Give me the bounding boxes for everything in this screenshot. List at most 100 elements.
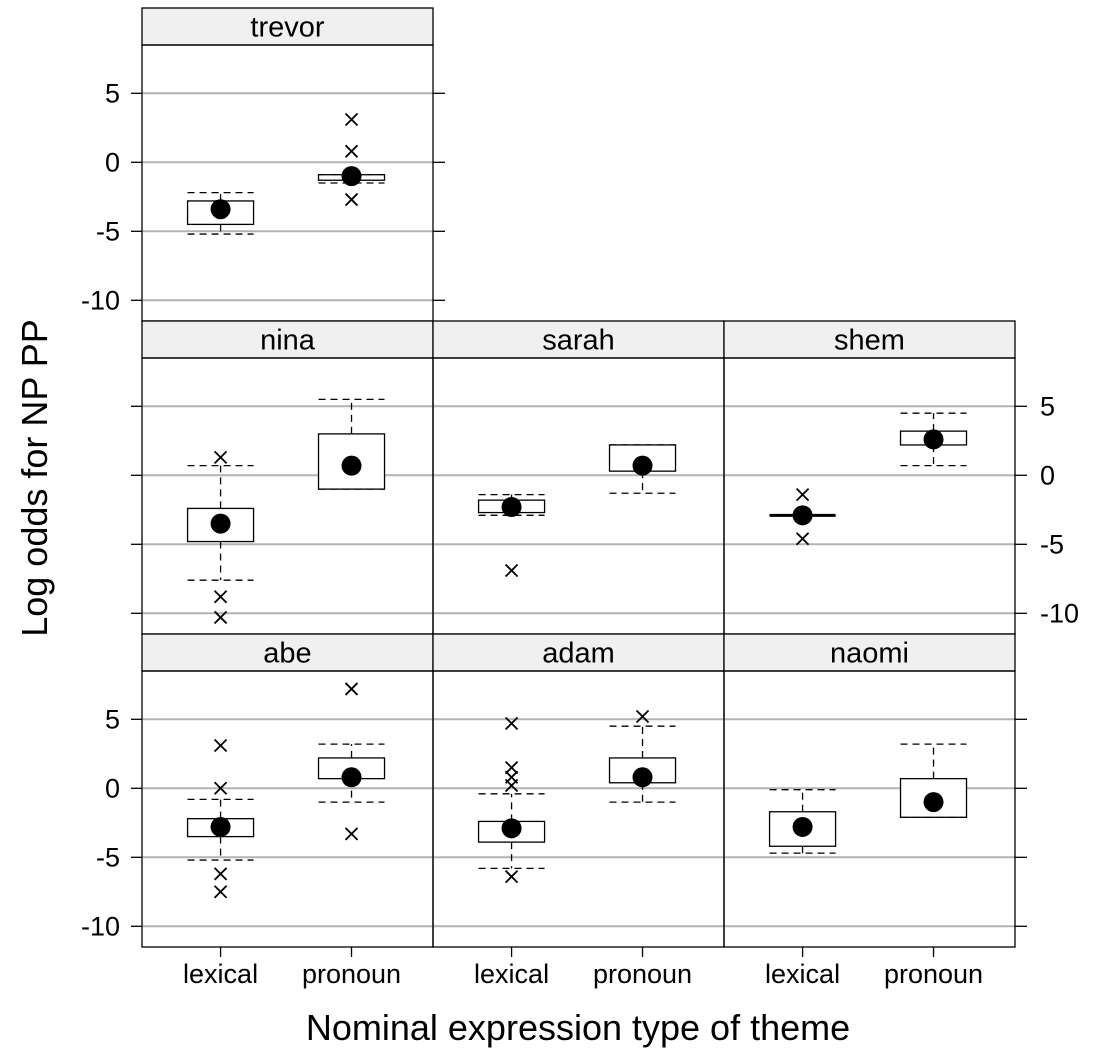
median-dot bbox=[632, 767, 653, 788]
median-dot bbox=[210, 816, 231, 837]
y-tick-label: -5 bbox=[1040, 529, 1064, 559]
x-tick-label: pronoun bbox=[884, 959, 983, 989]
y-ticks-only-row-1-left bbox=[131, 405, 142, 614]
y-tick-label: 5 bbox=[105, 78, 120, 108]
median-dot bbox=[341, 166, 362, 187]
panel-title: adam bbox=[542, 638, 615, 670]
box-pronoun bbox=[317, 398, 386, 490]
panel-shem: shem bbox=[723, 320, 1016, 635]
outlier-point bbox=[344, 682, 359, 696]
panel-title: naomi bbox=[830, 638, 909, 670]
outlier-point bbox=[344, 827, 359, 841]
outlier-point bbox=[344, 144, 359, 158]
outlier-point bbox=[344, 192, 359, 207]
panel-title: sarah bbox=[542, 325, 615, 357]
y-axis-right-row-1: 5 0 -5 -10 bbox=[1015, 391, 1079, 628]
y-tick-label: 5 bbox=[1040, 391, 1055, 421]
outlier-point bbox=[213, 738, 228, 753]
outlier-point bbox=[504, 716, 519, 731]
panel-border bbox=[432, 670, 725, 948]
panel-border bbox=[141, 44, 434, 322]
y-axis-left-row-0: 5 0 -5 -10 bbox=[81, 78, 142, 315]
outlier-point bbox=[213, 781, 228, 795]
median-dot bbox=[501, 818, 522, 839]
outlier-point bbox=[213, 610, 228, 625]
box-lexical bbox=[768, 789, 837, 854]
box-lexical bbox=[186, 738, 255, 899]
median-dot bbox=[341, 455, 362, 476]
outlier-point bbox=[213, 867, 228, 881]
box-pronoun bbox=[608, 709, 677, 803]
outlier-point bbox=[795, 487, 810, 502]
x-axis-title: Nominal expression type of theme bbox=[306, 1007, 850, 1048]
y-tick-label: -10 bbox=[81, 911, 120, 941]
panel-title: shem bbox=[834, 325, 905, 357]
y-tick-label: -5 bbox=[96, 216, 120, 246]
y-axis-title: Log odds for NP PP bbox=[14, 319, 55, 637]
outlier-point bbox=[504, 760, 519, 775]
x-tick-label: pronoun bbox=[593, 959, 692, 989]
box-pronoun bbox=[608, 444, 677, 494]
panel-border bbox=[723, 357, 1016, 635]
box-lexical bbox=[769, 487, 836, 546]
panel-strip bbox=[141, 320, 434, 359]
y-tick-label: -10 bbox=[1040, 598, 1079, 628]
median-dot bbox=[923, 429, 944, 450]
panel-strip bbox=[141, 7, 434, 46]
box-pronoun bbox=[899, 412, 968, 467]
x-tick-label: lexical bbox=[474, 959, 549, 989]
median-dot bbox=[792, 505, 813, 526]
box-lexical bbox=[186, 192, 255, 235]
y-axis-left-row-2: 5 0 -5 -10 bbox=[81, 704, 142, 941]
median-dot bbox=[501, 497, 522, 518]
outlier-point bbox=[213, 885, 228, 899]
y-tick-label: 0 bbox=[105, 147, 120, 177]
panel-nina: nina bbox=[141, 320, 434, 635]
box-pronoun bbox=[317, 682, 386, 841]
panel-border bbox=[432, 357, 725, 635]
median-dot bbox=[923, 792, 944, 813]
panel-trevor: trevor bbox=[141, 7, 434, 322]
panel-title: nina bbox=[260, 325, 316, 357]
y-ticks-only-row-0-right bbox=[433, 92, 445, 301]
panel-title: trevor bbox=[250, 12, 324, 44]
panel-sarah: sarah bbox=[432, 320, 725, 635]
x-tick-label: lexical bbox=[183, 959, 258, 989]
median-dot bbox=[341, 767, 362, 788]
box-lexical bbox=[477, 716, 546, 884]
y-tick-label: 5 bbox=[105, 704, 120, 734]
box-lexical bbox=[186, 450, 255, 625]
panel-border bbox=[723, 670, 1016, 948]
outlier-point bbox=[795, 532, 810, 546]
y-ticks-only-row-2-right bbox=[1015, 718, 1027, 927]
outlier-point bbox=[504, 563, 519, 578]
x-tick-label: pronoun bbox=[302, 959, 401, 989]
box-pronoun bbox=[317, 112, 386, 207]
panels-layer: trevor nina sarah shem abe adam naomi 5 0 -5 -10 5 0… bbox=[81, 7, 1079, 989]
box-pronoun bbox=[899, 743, 968, 818]
median-dot bbox=[632, 455, 653, 476]
box-lexical bbox=[477, 493, 546, 578]
median-dot bbox=[210, 199, 231, 220]
median-dot bbox=[210, 513, 231, 534]
panel-adam: adam bbox=[432, 633, 725, 948]
y-tick-label: 0 bbox=[105, 773, 120, 803]
y-tick-label: -10 bbox=[81, 285, 120, 315]
outlier-point bbox=[344, 112, 359, 127]
panel-title: abe bbox=[263, 638, 311, 670]
outlier-point bbox=[504, 869, 519, 884]
y-tick-label: -5 bbox=[96, 842, 120, 872]
y-tick-label: 0 bbox=[1040, 460, 1055, 490]
x-tick-label: lexical bbox=[765, 959, 840, 989]
panel-abe: abe bbox=[141, 633, 434, 948]
panel-naomi: naomi bbox=[723, 633, 1016, 948]
outlier-point bbox=[213, 590, 228, 604]
x-axis: lexical pronoun lexical pronoun lexical prono… bbox=[183, 947, 983, 989]
outlier-point bbox=[504, 778, 519, 793]
outlier-point bbox=[213, 450, 228, 464]
panel-border bbox=[141, 357, 434, 635]
outlier-point bbox=[635, 709, 650, 724]
panel-border bbox=[141, 670, 434, 948]
median-dot bbox=[792, 816, 813, 837]
